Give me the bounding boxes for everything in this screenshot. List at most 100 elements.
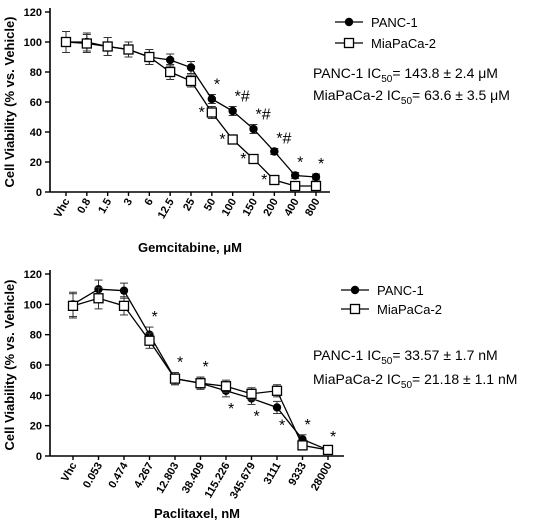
y-axis-label: Cell Viability (% vs. Vehicle)	[2, 280, 17, 451]
x-tick-label: 100	[220, 197, 240, 219]
ic50-subscript: 50	[401, 96, 413, 107]
data-point	[144, 335, 155, 346]
x-tick-label: 9333	[286, 461, 309, 488]
data-point	[185, 75, 197, 87]
data-point	[248, 153, 259, 165]
x-axis-label: Gemcitabine, μM	[138, 240, 242, 255]
ic50-annotation: PANC-1 IC50= 143.8 ± 2.4 μM	[313, 65, 498, 85]
y-tick-label: 60	[30, 360, 42, 372]
data-point	[271, 385, 283, 396]
series-line	[72, 288, 329, 451]
y-axis-label: Cell Viability (% vs. Vehicle)	[2, 17, 17, 188]
significance-marker: *	[228, 401, 234, 418]
data-point	[93, 293, 104, 304]
data-point	[165, 55, 175, 65]
significance-marker: *	[279, 418, 285, 435]
legend-label: PANC-1	[371, 15, 418, 30]
x-tick-label: 6	[142, 197, 155, 208]
ic50-prefix: PANC-1 IC	[313, 65, 381, 81]
data-point	[118, 300, 130, 312]
significance-marker: *#	[235, 89, 250, 106]
data-point	[144, 51, 155, 63]
x-tick-label: 12.803	[154, 461, 181, 496]
data-point	[165, 66, 176, 78]
data-point	[207, 94, 217, 104]
significance-marker: *#	[256, 107, 271, 124]
data-point	[322, 444, 334, 456]
data-point	[297, 440, 308, 451]
x-tick-label: 150	[241, 197, 261, 219]
y-tick-label: 120	[24, 269, 42, 281]
x-tick-label: 3	[122, 197, 135, 208]
data-point	[119, 286, 129, 295]
significance-marker: *	[305, 417, 311, 434]
ic50-prefix: MiaPaCa-2 IC	[313, 87, 401, 103]
x-tick-label: 4.267	[132, 461, 156, 491]
x-tick-label: 28000	[309, 461, 335, 493]
significance-marker: *	[318, 156, 324, 173]
x-tick-label: 800	[303, 197, 323, 219]
data-point	[246, 388, 257, 399]
x-axis-label: Paclitaxel, nM	[154, 506, 240, 521]
series-miapaca-2	[67, 287, 334, 456]
data-point	[249, 124, 258, 134]
data-point	[310, 180, 322, 192]
series-line	[72, 297, 329, 451]
significance-marker: *	[254, 408, 260, 425]
significance-marker: *	[261, 172, 267, 189]
data-point	[195, 378, 206, 389]
y-tick-label: 40	[30, 127, 42, 139]
ic50-value: = 33.57 ± 1.7 nM	[392, 347, 497, 363]
x-tick-label: 3111	[262, 461, 284, 487]
significance-marker: *	[330, 429, 336, 446]
y-tick-label: 20	[30, 421, 42, 433]
y-tick-label: 100	[24, 299, 42, 311]
significance-marker: *	[203, 359, 209, 376]
ic50-prefix: PANC-1 IC	[313, 347, 381, 363]
y-tick-label: 100	[24, 37, 42, 49]
y-tick-label: 40	[30, 390, 42, 402]
ic50-value: = 63.6 ± 3.5 μM	[412, 87, 510, 103]
y-tick-label: 80	[30, 330, 42, 342]
ic50-annotation: PANC-1 IC50= 33.57 ± 1.7 nM	[313, 347, 498, 367]
data-point	[220, 381, 232, 392]
data-point	[102, 41, 113, 52]
legend-marker	[343, 37, 355, 49]
x-tick-label: 200	[261, 197, 281, 219]
ic50-subscript: 50	[381, 356, 393, 367]
legend-label: MiaPaCa-2	[371, 36, 436, 51]
data-point	[290, 180, 301, 192]
significance-marker: *	[240, 151, 246, 168]
x-tick-label: 0.474	[106, 460, 131, 491]
significance-marker: *	[219, 132, 225, 149]
significance-marker: *	[177, 355, 183, 372]
data-point	[228, 106, 237, 116]
series-panc-1	[68, 279, 333, 455]
ic50-prefix: MiaPaCa-2 IC	[313, 371, 401, 387]
significance-marker: *	[214, 77, 220, 94]
ic50-value: = 143.8 ± 2.4 μM	[392, 65, 498, 81]
data-point	[269, 174, 280, 186]
significance-marker: *	[152, 309, 158, 326]
ic50-annotation: MiaPaCa-2 IC50= 21.18 ± 1.1 nM	[313, 371, 517, 391]
ic50-subscript: 50	[381, 74, 393, 85]
y-tick-label: 0	[36, 187, 42, 199]
data-point	[81, 38, 92, 49]
y-tick-label: 60	[30, 97, 42, 109]
legend-marker	[350, 285, 360, 295]
ic50-annotation: MiaPaCa-2 IC50= 63.6 ± 3.5 μM	[313, 87, 510, 107]
x-tick-label: 25	[181, 197, 198, 214]
x-tick-label: Vhc	[59, 461, 79, 484]
legend-marker	[349, 303, 361, 315]
y-tick-label: 80	[30, 67, 42, 79]
ic50-subscript: 50	[401, 380, 413, 391]
x-tick-label: 12.5	[156, 197, 177, 222]
data-point	[67, 300, 79, 312]
data-point	[272, 403, 282, 412]
ic50-value: = 21.18 ± 1.1 nM	[412, 371, 517, 387]
y-tick-label: 0	[36, 451, 42, 463]
data-point	[60, 36, 72, 48]
significance-marker: *	[199, 105, 205, 122]
